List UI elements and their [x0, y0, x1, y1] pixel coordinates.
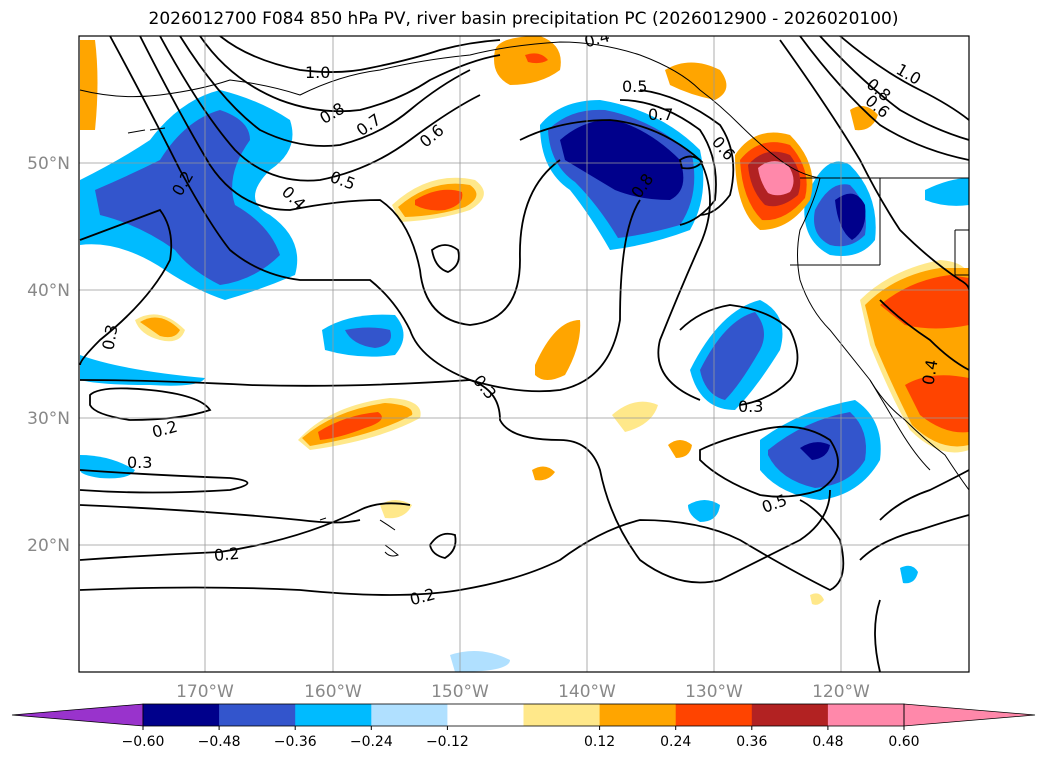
- state-lines: [790, 178, 969, 276]
- contour-0.3-west: [79, 208, 173, 366]
- colorbar-tick-label: −0.12: [426, 734, 469, 750]
- contour-0.5-east: [699, 425, 839, 498]
- colorbar-extend-low: [11, 703, 144, 727]
- colorbar-tick-label: −0.48: [198, 734, 241, 750]
- north-america-coast: [797, 177, 969, 491]
- contour-0.2-south: [79, 502, 411, 561]
- longitude-ticks: 170°W 160°W 150°W 140°W 130°W 120°W: [176, 682, 870, 702]
- colorbar-segment: [599, 704, 677, 726]
- precip-pc-shading: [80, 36, 969, 672]
- contour-0.3-low: [79, 469, 249, 494]
- lon-tick-label: 150°W: [431, 682, 489, 702]
- contour-0.2-mid: [79, 504, 361, 524]
- colorbar-segment: [219, 704, 296, 726]
- contour-label: 0.3: [127, 453, 152, 472]
- colorbar-tick-label: 0.60: [888, 734, 919, 750]
- lon-tick-label: 140°W: [558, 682, 616, 702]
- contour-0.4-west: [109, 36, 641, 393]
- lon-tick-label: 160°W: [304, 682, 362, 702]
- colorbar-tick-label: −0.60: [122, 734, 165, 750]
- baja-coast: [869, 379, 931, 471]
- lat-tick-label: 20°N: [27, 536, 70, 556]
- contour-0.7: [179, 36, 471, 147]
- contour-0.3-mid: [79, 379, 831, 584]
- negative-anomaly-ne-core: [560, 119, 684, 200]
- contour-label: 0.4: [918, 358, 941, 386]
- coastlines: [79, 41, 969, 557]
- contour-0.4-east: [779, 39, 969, 291]
- colorbar-tick-label: −0.36: [274, 734, 317, 750]
- pv-contours: [79, 36, 969, 672]
- contour-0.8-west: [199, 36, 501, 113]
- contour-0.5-west: [139, 36, 561, 326]
- contour-1.0-east: [839, 36, 969, 121]
- contour-label: 0.3: [98, 323, 121, 351]
- colorbar-tick-label: −0.24: [350, 734, 393, 750]
- colorbar-tick-label: 0.12: [584, 734, 615, 750]
- lon-tick-label: 130°W: [685, 682, 743, 702]
- contour-0.3-east: [679, 304, 799, 406]
- colorbar-extend-high: [903, 703, 1036, 727]
- colorbar-segment: [143, 704, 220, 726]
- map-frame: [78, 35, 970, 673]
- contour-0.2-bottom: [79, 499, 845, 596]
- contour-label: 0.7: [648, 105, 673, 124]
- contour-0.2-upper: [89, 387, 212, 421]
- lat-tick-label: 50°N: [27, 154, 70, 174]
- contour-label: 0.5: [622, 77, 647, 96]
- lon-tick-label: 170°W: [176, 682, 234, 702]
- gridlines: [79, 36, 969, 672]
- negative-anomaly-nw-core: [95, 110, 280, 285]
- colorbar-tick-label: 0.48: [812, 734, 843, 750]
- contour-0.6: [159, 36, 481, 182]
- contour-0.6-east: [799, 36, 969, 161]
- latitude-ticks: 50°N 40°N 30°N 20°N: [27, 154, 70, 556]
- lon-tick-label: 120°W: [812, 682, 870, 702]
- colorbar-tick-label: 0.24: [660, 734, 691, 750]
- hawaii-islands: [319, 517, 399, 557]
- contour-0.8-east: [819, 36, 969, 141]
- contour-east-large: [519, 119, 711, 401]
- map-title: 2026012700 F084 850 hPa PV, river basin …: [148, 9, 899, 29]
- contour-label: 1.0: [305, 63, 330, 82]
- alaska-coast: [79, 41, 821, 179]
- colorbar-frame: [142, 703, 905, 727]
- colorbar-segment: [751, 704, 829, 726]
- colorbar-tick-label: 0.36: [736, 734, 767, 750]
- lat-tick-label: 40°N: [27, 281, 70, 301]
- contour-1.0-west: [219, 36, 501, 73]
- contour-east-0.4: [879, 469, 969, 521]
- contour-small-loop: [431, 244, 460, 273]
- colorbar: −0.60 −0.48 −0.36 −0.24 −0.12 0.12 0.24 0.36 0.4…: [11, 703, 1036, 750]
- lat-tick-label: 30°N: [27, 409, 70, 429]
- contour-label: 0.3: [738, 397, 763, 416]
- colorbar-segment: [447, 704, 524, 726]
- colorbar-segment: [295, 704, 372, 726]
- contour-label: 0.2: [213, 544, 240, 565]
- colorbar-segment: [371, 704, 448, 726]
- colorbar-segment: [675, 704, 753, 726]
- colorbar-segment: [827, 704, 905, 726]
- colorbar-segment: [523, 704, 601, 726]
- contour-ne-0.8: [639, 89, 735, 216]
